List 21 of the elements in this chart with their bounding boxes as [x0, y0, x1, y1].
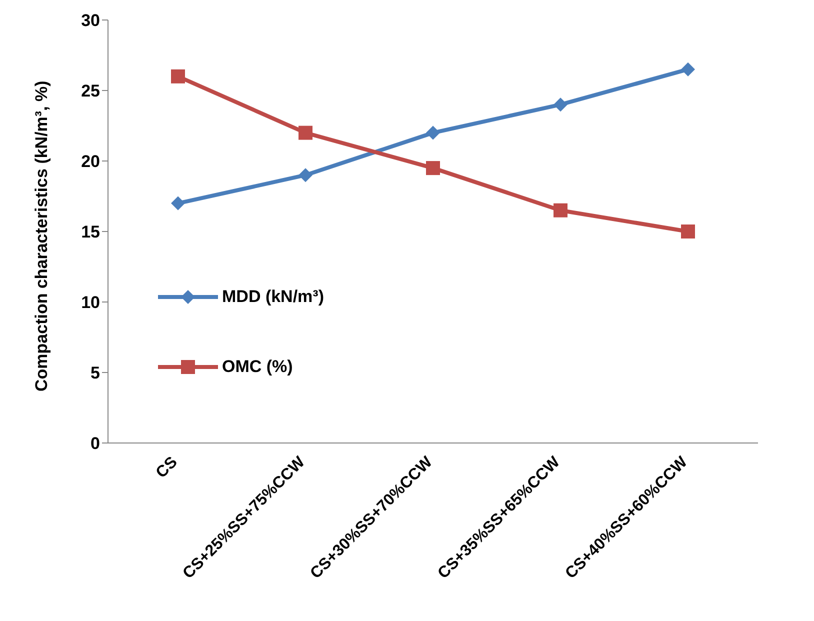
point	[426, 126, 440, 140]
x-tick-label: CS	[153, 454, 182, 482]
point	[681, 224, 695, 238]
y-axis-title: Compaction characteristics (kN/m³, %)	[32, 80, 52, 392]
point	[171, 69, 185, 84]
legend-label: OMC (%)	[222, 357, 293, 377]
point	[554, 203, 568, 218]
y-tick-label: 5	[90, 364, 100, 383]
point	[681, 62, 695, 76]
point	[554, 98, 568, 112]
y-tick-label: 0	[90, 434, 100, 454]
y-tick-label: 15	[81, 222, 100, 242]
y-tick-label: 20	[81, 152, 100, 172]
point	[426, 161, 440, 176]
y-tick-label: 30	[81, 11, 100, 30]
y-tick-label: 10	[81, 293, 100, 312]
point	[298, 126, 312, 140]
legend-label: MDD (kN/m³)	[222, 287, 324, 307]
point	[171, 196, 185, 210]
point	[298, 168, 312, 182]
y-tick-label: 25	[81, 82, 100, 101]
